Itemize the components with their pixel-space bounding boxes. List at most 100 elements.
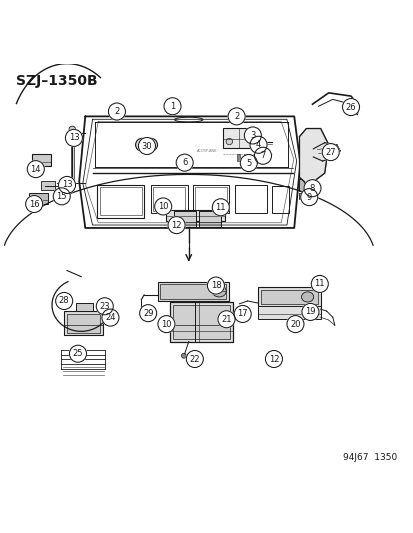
Circle shape xyxy=(254,147,271,164)
Circle shape xyxy=(286,316,303,333)
Bar xyxy=(198,211,221,227)
Text: 14: 14 xyxy=(31,165,41,174)
Circle shape xyxy=(342,99,358,116)
Text: 11: 11 xyxy=(314,279,324,288)
Text: 26: 26 xyxy=(345,102,356,111)
Ellipse shape xyxy=(211,286,226,297)
Bar xyxy=(169,302,232,342)
Circle shape xyxy=(69,126,75,133)
Text: 27: 27 xyxy=(325,148,335,157)
Circle shape xyxy=(27,160,44,177)
Ellipse shape xyxy=(301,292,313,302)
Circle shape xyxy=(65,130,82,147)
Bar xyxy=(243,154,245,161)
Bar xyxy=(271,186,288,213)
Circle shape xyxy=(144,138,157,151)
Circle shape xyxy=(164,98,180,115)
Text: 8: 8 xyxy=(309,184,314,193)
Circle shape xyxy=(157,316,175,333)
Bar xyxy=(100,187,141,215)
Circle shape xyxy=(102,309,119,326)
Text: SZJ–1350B: SZJ–1350B xyxy=(16,74,98,88)
Text: 20: 20 xyxy=(290,320,300,329)
Text: 19: 19 xyxy=(304,308,315,317)
Text: 13: 13 xyxy=(69,133,79,142)
Circle shape xyxy=(53,188,70,205)
Circle shape xyxy=(321,143,338,160)
Text: 10: 10 xyxy=(157,202,168,211)
Circle shape xyxy=(141,142,149,149)
Text: 12: 12 xyxy=(171,221,181,230)
Text: 9: 9 xyxy=(306,192,311,201)
Bar xyxy=(237,154,239,161)
Circle shape xyxy=(138,138,155,155)
Circle shape xyxy=(135,138,148,151)
Circle shape xyxy=(186,351,203,368)
Polygon shape xyxy=(299,128,328,185)
Circle shape xyxy=(244,127,261,144)
Circle shape xyxy=(207,277,224,294)
Bar xyxy=(260,289,318,304)
Circle shape xyxy=(300,189,317,206)
Text: 24: 24 xyxy=(105,313,115,322)
Text: 12: 12 xyxy=(268,354,278,364)
Circle shape xyxy=(168,216,185,233)
Bar xyxy=(195,187,227,211)
Circle shape xyxy=(181,353,186,358)
Bar xyxy=(64,311,102,335)
Text: 5: 5 xyxy=(246,158,251,167)
Circle shape xyxy=(217,311,235,328)
Text: 4: 4 xyxy=(255,140,261,149)
Text: 2: 2 xyxy=(114,107,119,116)
Bar xyxy=(76,303,93,311)
Circle shape xyxy=(176,154,193,171)
Bar xyxy=(257,287,320,307)
Bar xyxy=(298,179,303,191)
Bar xyxy=(164,316,169,328)
Circle shape xyxy=(212,199,229,216)
Text: 29: 29 xyxy=(142,309,153,318)
Circle shape xyxy=(163,319,170,326)
Text: 13: 13 xyxy=(62,181,72,189)
Bar xyxy=(151,184,187,213)
Circle shape xyxy=(311,276,328,293)
Circle shape xyxy=(240,155,257,172)
Text: 11: 11 xyxy=(215,203,225,212)
Text: 3: 3 xyxy=(249,131,255,140)
Text: 30: 30 xyxy=(141,141,152,150)
Circle shape xyxy=(234,305,251,322)
Bar xyxy=(40,181,55,190)
Circle shape xyxy=(228,108,244,125)
Bar xyxy=(173,211,196,227)
Text: 23: 23 xyxy=(99,302,110,311)
Circle shape xyxy=(265,351,282,368)
Text: 17: 17 xyxy=(237,310,247,319)
Text: 10: 10 xyxy=(161,320,171,329)
Text: 15: 15 xyxy=(56,192,67,201)
Circle shape xyxy=(154,198,171,215)
Text: 1: 1 xyxy=(169,102,175,111)
Text: 22: 22 xyxy=(189,354,199,364)
Text: 7: 7 xyxy=(260,151,265,160)
Circle shape xyxy=(249,139,254,144)
Circle shape xyxy=(249,136,266,154)
Bar xyxy=(157,281,228,301)
Circle shape xyxy=(26,196,43,213)
Bar xyxy=(257,306,320,319)
Text: 25: 25 xyxy=(73,349,83,358)
Bar xyxy=(172,305,230,338)
Bar xyxy=(192,184,229,213)
Circle shape xyxy=(225,138,232,145)
Text: 2: 2 xyxy=(233,112,239,121)
Text: 28: 28 xyxy=(59,296,69,305)
Text: 16: 16 xyxy=(29,199,39,208)
Circle shape xyxy=(69,345,86,362)
Circle shape xyxy=(301,303,318,320)
Text: ACCRP-ANK: ACCRP-ANK xyxy=(196,149,217,153)
Circle shape xyxy=(108,103,125,120)
Circle shape xyxy=(58,176,75,193)
Bar xyxy=(166,209,225,221)
Bar xyxy=(153,187,185,211)
Polygon shape xyxy=(313,145,339,161)
Bar xyxy=(160,284,225,299)
